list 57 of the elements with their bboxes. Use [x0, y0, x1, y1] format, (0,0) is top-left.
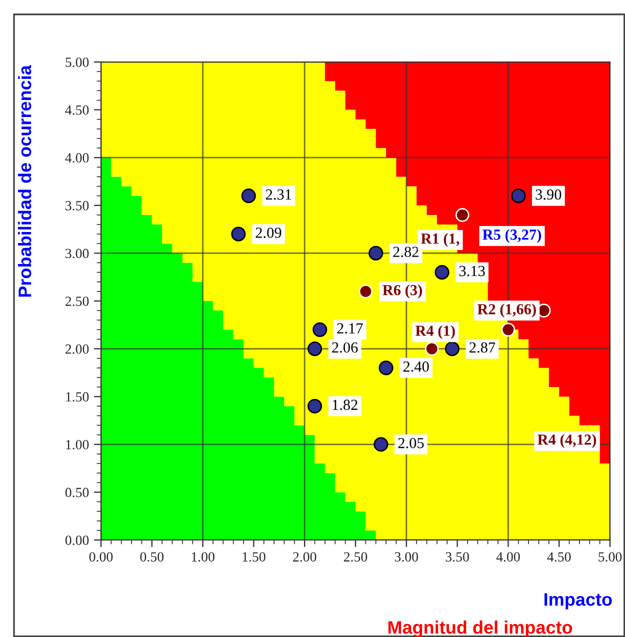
annotation: 1.82 — [332, 400, 358, 410]
point — [501, 322, 516, 337]
point — [434, 265, 450, 280]
point — [444, 342, 460, 356]
annotation: R2 (1,66) — [477, 304, 536, 318]
annotation: 2.17 — [337, 323, 363, 334]
annotation: 2.31 — [266, 189, 292, 200]
annotation: R5 (3,27) — [482, 229, 542, 243]
annotation: 2.05 — [398, 438, 424, 448]
x-tick-label: 5.00 — [598, 552, 622, 562]
point — [374, 437, 388, 452]
x-tick-label: 0.00 — [89, 552, 113, 562]
y-tick-label: 1.00 — [66, 440, 89, 450]
y-tick-label: 5.00 — [66, 58, 89, 68]
text: Magnitud del impacto — [388, 620, 572, 637]
annotation: R6 (3) — [382, 284, 422, 298]
annotation: 3.90 — [536, 189, 562, 200]
point — [312, 322, 328, 337]
x-axis-title: Impacto — [544, 593, 612, 610]
y-tick-label: 1.50 — [66, 392, 89, 402]
x-tick-label: 0.50 — [140, 552, 164, 562]
x-tick-label: 1.50 — [242, 552, 266, 562]
annotation: 2.82 — [393, 246, 418, 258]
x-tick-label: 4.50 — [547, 552, 571, 562]
y-tick-label: 0.00 — [65, 536, 89, 546]
x-tick-label: 1.00 — [192, 552, 214, 562]
annotation: 2.40 — [403, 361, 429, 372]
point — [368, 246, 384, 260]
annotation: R4 (1) — [415, 325, 455, 340]
point — [378, 360, 394, 376]
y-tick-label: 2.50 — [66, 296, 89, 306]
y-tick-label: 0.50 — [65, 488, 89, 498]
x-tick-label: 2.50 — [344, 552, 368, 562]
annotation: 2.06 — [332, 342, 358, 353]
x-tick-label: 3.00 — [394, 552, 418, 562]
point — [241, 188, 256, 204]
point — [424, 342, 439, 356]
point — [307, 342, 322, 356]
y-tick-label: 4.00 — [65, 153, 89, 163]
point — [455, 208, 470, 222]
point — [511, 188, 526, 204]
annotation: R4 (4,12) — [538, 434, 596, 448]
annotation: 3.13 — [459, 266, 485, 276]
annotation: 2.09 — [256, 228, 282, 238]
annotation: R1 (1, — [420, 233, 460, 247]
y-tick-label: 4.50 — [65, 105, 89, 115]
x-tick-label: 4.00 — [496, 552, 520, 562]
point — [307, 398, 322, 414]
x-tick-label: 3.50 — [446, 552, 469, 562]
point — [358, 284, 373, 298]
x-tick-label: 2.00 — [293, 552, 316, 562]
y-axis-title: Probabilidad de ocurrencia — [18, 64, 32, 297]
y-tick-label: 2.00 — [66, 344, 89, 354]
annotation: 2.87 — [470, 342, 496, 353]
point — [231, 226, 246, 242]
y-tick-label: 3.50 — [66, 200, 89, 210]
y-tick-label: 3.00 — [66, 248, 89, 258]
